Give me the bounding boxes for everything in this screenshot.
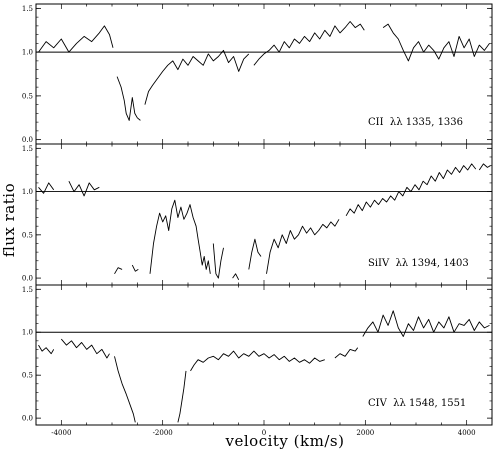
spectrum-segment <box>478 163 491 171</box>
panel-label: SiIV λλ 1394, 1403 <box>368 258 469 269</box>
spectrum-segment <box>114 356 136 423</box>
panel-series <box>38 310 490 423</box>
panel-label: CII λλ 1335, 1336 <box>368 117 463 128</box>
panel-series <box>38 21 490 121</box>
y-tick-label: 0.0 <box>22 275 33 283</box>
spectrum-segment <box>38 182 55 194</box>
panel-2: 0.0 0.5 1.0 1.5 SiIV λλ 1394, 1403 <box>22 143 493 286</box>
spectrum-segment <box>60 338 110 359</box>
y-tick-label: 1.0 <box>22 329 33 337</box>
y-tick-label: 1.0 <box>22 188 33 196</box>
panel-1: 0.0 0.5 1.0 1.5 CII λλ 1335, 1336 <box>22 3 493 145</box>
y-tick-label: 0.5 <box>22 231 33 239</box>
spectrum-segment <box>114 267 123 275</box>
y-tick-label: 1.5 <box>22 145 33 153</box>
y-tick-label: 0.5 <box>22 92 33 100</box>
spectrum-segment <box>131 264 139 272</box>
spectrum-segment <box>144 49 250 105</box>
panels: 0.0 0.5 1.0 1.5 CII λλ 1335, 1336 0.0 0.5 1.0 1.… <box>22 3 493 426</box>
y-tick-label: 0.0 <box>22 415 33 423</box>
panel-3: 0.0 0.5 1.0 1.5 CIV λλ 1548, 1551 <box>22 284 493 426</box>
x-tick-label: 4000 <box>458 429 476 437</box>
spectrum-segment <box>177 370 187 423</box>
x-tick-label: -2000 <box>153 429 173 437</box>
spectrum-segment <box>68 181 100 197</box>
spectrum-segment <box>116 76 141 121</box>
y-tick-label: 1.5 <box>22 286 33 294</box>
x-axis: -4000 -2000 0 2000 4000 <box>51 429 475 437</box>
spectrum-segment <box>382 23 490 62</box>
spectrum-segment <box>248 238 262 270</box>
spectrum-segment <box>38 25 114 53</box>
spectrum-segment <box>212 243 224 279</box>
y-tick-label: 1.0 <box>22 49 33 57</box>
spectrum-segment <box>334 347 359 359</box>
y-tick-label: 1.5 <box>22 5 33 13</box>
x-axis-title: velocity (km/s) <box>225 432 345 450</box>
panel-label: CIV λλ 1548, 1551 <box>368 398 466 409</box>
y-tick-label: 0.0 <box>22 136 33 144</box>
spectrum-segment <box>253 21 365 66</box>
panel-series <box>38 163 491 281</box>
spectrum-segment <box>149 199 211 274</box>
x-tick-label: 2000 <box>356 429 374 437</box>
y-axis-title: flux ratio <box>0 183 18 257</box>
spectrum-segment <box>232 273 240 281</box>
x-tick-label: -4000 <box>51 429 71 437</box>
y-tick-label: 0.5 <box>22 372 33 380</box>
spectrum-segment <box>190 350 325 372</box>
x-tick-label: 0 <box>262 429 266 437</box>
spectrum-segment <box>345 163 477 217</box>
spectrum-segment <box>38 344 55 355</box>
spectrum-segment <box>362 310 490 337</box>
spectrum-segment <box>266 219 340 274</box>
